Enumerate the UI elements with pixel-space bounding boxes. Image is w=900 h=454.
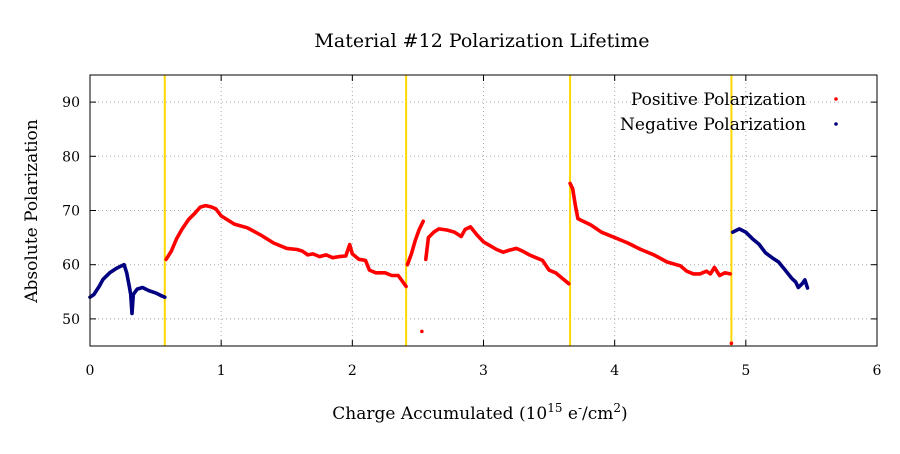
x-label-exp3: 2 bbox=[613, 401, 621, 415]
series-segment bbox=[88, 262, 167, 316]
series-positive bbox=[164, 181, 734, 346]
legend-label-positive: Positive Polarization bbox=[631, 90, 806, 110]
x-tick-label: 3 bbox=[479, 363, 488, 379]
y-axis-label: Absolute Polarization bbox=[22, 119, 42, 304]
x-label-base: Charge Accumulated (10 bbox=[332, 404, 547, 424]
series-segment bbox=[405, 219, 426, 267]
data-point bbox=[420, 329, 424, 334]
series-segment bbox=[568, 181, 732, 278]
legend-label-negative: Negative Polarization bbox=[620, 115, 806, 135]
x-axis-label: Charge Accumulated (1015 e-/cm2) bbox=[332, 401, 627, 424]
x-tick-label: 1 bbox=[217, 363, 226, 379]
data-point bbox=[729, 341, 734, 346]
series-segment bbox=[730, 227, 810, 290]
x-tick-label: 6 bbox=[873, 363, 882, 379]
axis-ticks: 0 1 2 3 4 5 6 50 60 70 80 90 bbox=[62, 75, 882, 379]
x-label-mid: e bbox=[563, 404, 578, 424]
legend: Positive Polarization Negative Polarizat… bbox=[620, 90, 838, 135]
x-tick-label: 5 bbox=[741, 363, 750, 379]
x-tick-label: 0 bbox=[86, 363, 95, 379]
x-label-exp2: - bbox=[578, 401, 582, 415]
y-tick-label: 60 bbox=[62, 258, 80, 274]
legend-marker-negative bbox=[834, 122, 838, 126]
x-label-slash: /cm bbox=[582, 404, 613, 424]
series-segment bbox=[164, 203, 408, 289]
y-tick-label: 90 bbox=[62, 95, 80, 111]
legend-marker-positive bbox=[834, 97, 838, 101]
y-tick-label: 50 bbox=[62, 312, 80, 328]
x-tick-label: 2 bbox=[348, 363, 357, 379]
series-layer bbox=[88, 181, 810, 346]
series-negative bbox=[88, 227, 810, 316]
x-label-close: ) bbox=[621, 404, 628, 424]
series-segment bbox=[423, 225, 571, 286]
chart-title: Material #12 Polarization Lifetime bbox=[314, 30, 649, 52]
x-label-exp1: 15 bbox=[547, 401, 562, 415]
y-tick-label: 80 bbox=[62, 149, 80, 165]
y-tick-label: 70 bbox=[62, 204, 80, 220]
x-tick-label: 4 bbox=[610, 363, 619, 379]
vertical-markers bbox=[163, 75, 733, 346]
